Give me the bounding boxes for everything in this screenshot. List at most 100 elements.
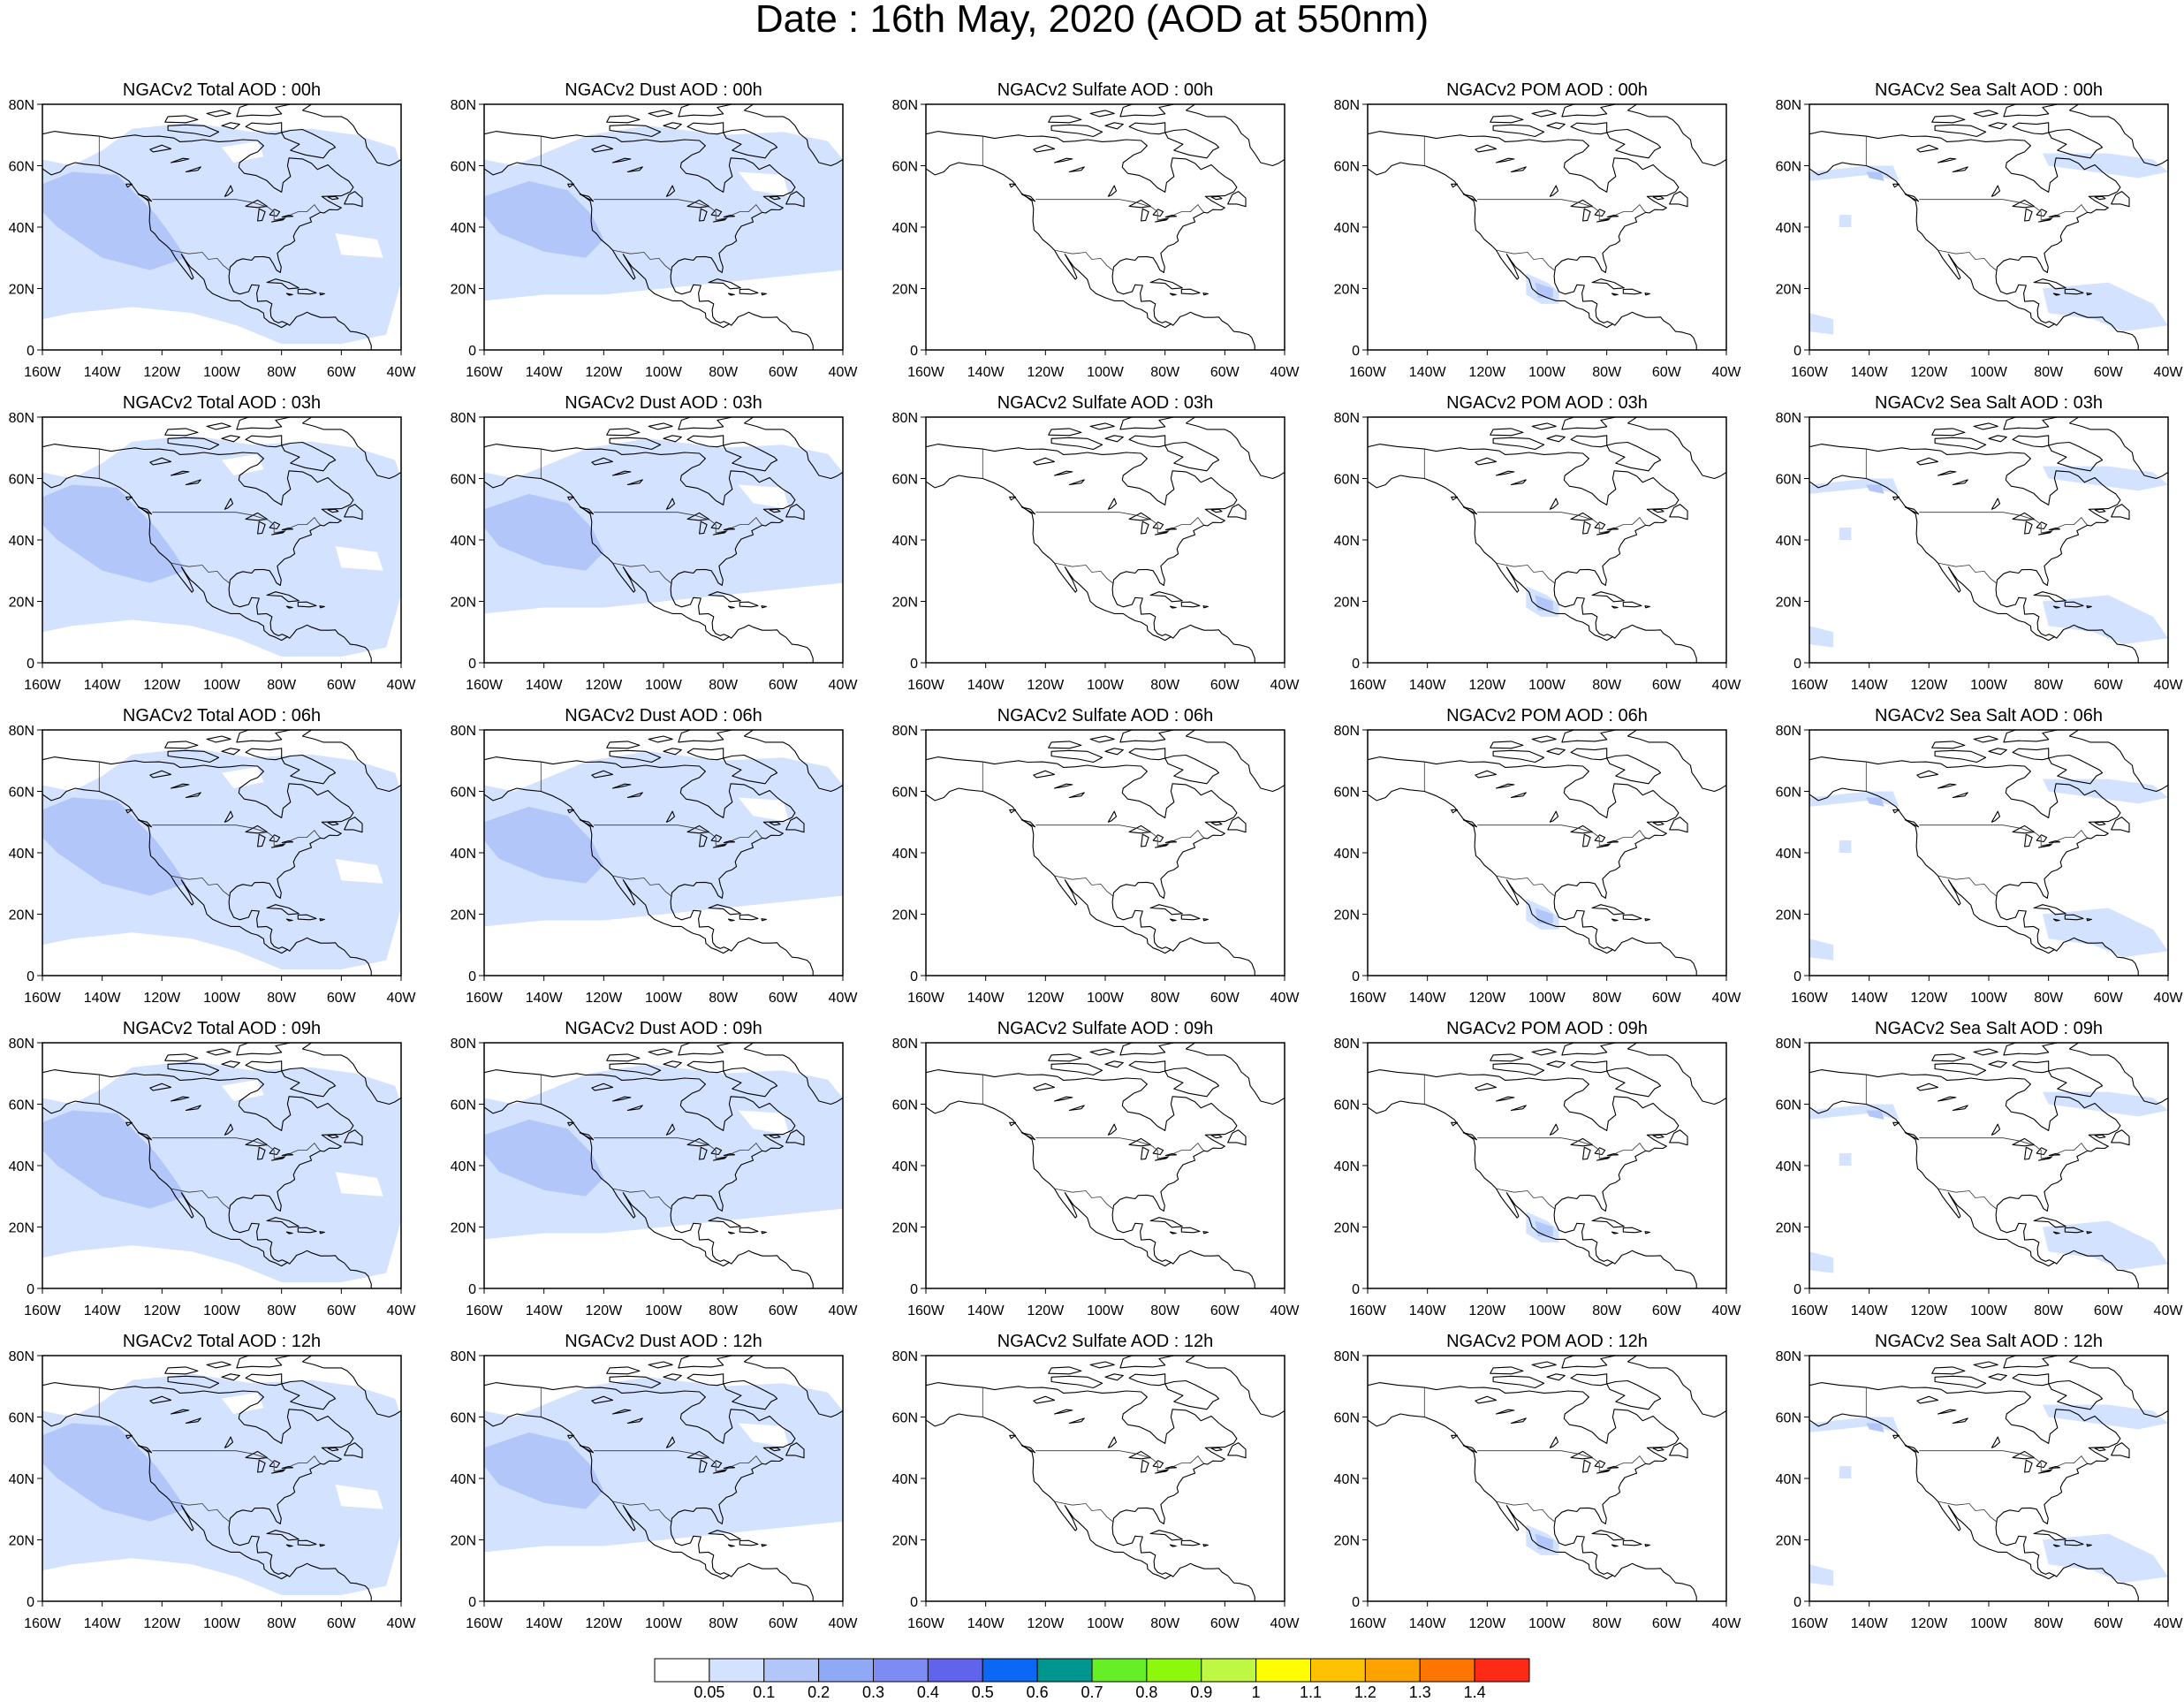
x-tick-label: 60W (769, 365, 799, 380)
lake-outline (224, 1123, 234, 1136)
x-tick-label: 100W (1087, 991, 1125, 1006)
island-outline (1451, 496, 1459, 501)
x-tick-label: 80W (2034, 1616, 2064, 1631)
lake-outline (665, 1123, 676, 1136)
island-outline (1904, 1445, 1920, 1454)
island-outline (297, 1227, 317, 1234)
island-outline (164, 1366, 199, 1375)
island-outline (1169, 293, 1177, 296)
x-tick-label: 140W (526, 991, 564, 1006)
map-panel-total-row-0: NGACv2 Total AOD : 00h 160W 140W 120W 100W 80… (9, 80, 417, 380)
map-background (1368, 417, 1726, 663)
coastline-greenland (1627, 735, 1726, 793)
aod-shading-low (484, 1377, 843, 1553)
island-outline (1048, 428, 1082, 437)
island-outline (2003, 1043, 2059, 1056)
island-outline (236, 1043, 292, 1056)
island-outline (1973, 1048, 1998, 1056)
island-outline (1490, 741, 1524, 749)
y-tick-label: 20N (9, 1221, 34, 1236)
island-outline (137, 506, 153, 515)
aod-clear-area (335, 1485, 383, 1509)
lake-outline (1582, 520, 1591, 535)
lake-outline (185, 479, 201, 486)
coastline-greenland (1627, 104, 1640, 111)
panel-title: NGACv2 POM AOD : 12h (1446, 1332, 1648, 1351)
x-tick-label: 60W (327, 1616, 357, 1631)
panel-title: NGACv2 Sulfate AOD : 06h (997, 706, 1214, 726)
lake-outline (149, 457, 172, 466)
island-outline (1669, 1129, 1688, 1146)
island-outline (1652, 821, 1665, 826)
island-outline (739, 1227, 759, 1234)
coastline-greenland (2069, 735, 2168, 793)
y-tick-label: 60N (1776, 473, 1801, 488)
y-tick-label: 20N (1334, 908, 1360, 923)
island-outline (1531, 735, 1557, 743)
island-outline (686, 435, 778, 472)
colorbar-swatch (1474, 1658, 1530, 1683)
x-tick-label: 160W (24, 1616, 62, 1631)
x-tick-label: 40W (2154, 1616, 2184, 1631)
x-tick-label: 60W (1652, 991, 1682, 1006)
island-outline (1180, 601, 1201, 608)
aod-shading-mid (42, 171, 186, 270)
island-outline (1009, 496, 1017, 501)
island-outline (1492, 437, 1545, 451)
map-content (484, 1356, 843, 1601)
x-tick-label: 80W (2034, 365, 2064, 380)
lake-outline (170, 470, 190, 476)
island-outline (678, 417, 733, 430)
panel-title: NGACv2 Dust AOD : 12h (565, 1332, 762, 1351)
coastline-greenland (302, 735, 401, 793)
island-outline (2052, 605, 2060, 609)
y-tick-label: 20N (451, 283, 476, 298)
island-outline (2064, 288, 2084, 295)
y-tick-label: 20N (892, 1534, 918, 1549)
island-outline (1546, 1060, 1566, 1068)
island-outline (2094, 1447, 2106, 1452)
national-border (1477, 824, 1646, 847)
aod-shading-low (1839, 1466, 1852, 1478)
island-outline (236, 730, 292, 743)
aod-shading-mid (1866, 1110, 1884, 1120)
map-content (1368, 104, 1726, 350)
y-tick-label: 40N (451, 221, 476, 236)
panel-title: NGACv2 Sea Salt AOD : 12h (1875, 1332, 2103, 1351)
y-tick-label: 40N (1776, 221, 1801, 236)
lake-outline (1053, 1096, 1073, 1102)
colorbar-swatch (1036, 1658, 1093, 1683)
aod-shading-low (42, 122, 401, 345)
island-outline (1492, 1062, 1545, 1076)
lake-outline (185, 166, 201, 173)
page-title: Date : 16th May, 2020 (AOD at 550nm) (755, 0, 1429, 41)
lake-outline (1991, 498, 2001, 510)
island-outline (1490, 1053, 1524, 1062)
island-outline (167, 437, 220, 451)
aod-shading-low (484, 125, 843, 301)
coastline-greenland (1627, 1356, 1640, 1363)
island-outline (1591, 1217, 1625, 1228)
island-outline (1169, 1544, 1177, 1547)
island-outline (164, 428, 199, 437)
island-outline (678, 1356, 733, 1369)
national-border (1938, 562, 1998, 584)
y-tick-label: 20N (1776, 1534, 1801, 1549)
island-outline (137, 1132, 153, 1141)
lake-outline (257, 833, 266, 847)
island-outline (1009, 1121, 1017, 1127)
x-tick-label: 60W (769, 1616, 799, 1631)
x-tick-label: 120W (1027, 1616, 1065, 1631)
island-outline (125, 496, 133, 501)
national-border (1477, 1137, 1646, 1159)
x-tick-label: 140W (526, 678, 564, 693)
island-outline (1988, 435, 2007, 443)
x-tick-label: 120W (585, 365, 623, 380)
map-panel-sulfate-row-0: NGACv2 Sulfate AOD : 00h 160W 140W 120W 100W… (892, 80, 1301, 380)
island-outline (579, 194, 595, 202)
island-outline (1669, 817, 1688, 833)
y-tick-label: 40N (9, 847, 34, 862)
x-tick-label: 60W (1210, 1303, 1240, 1318)
island-outline (221, 122, 240, 130)
island-outline (2052, 1544, 2060, 1547)
